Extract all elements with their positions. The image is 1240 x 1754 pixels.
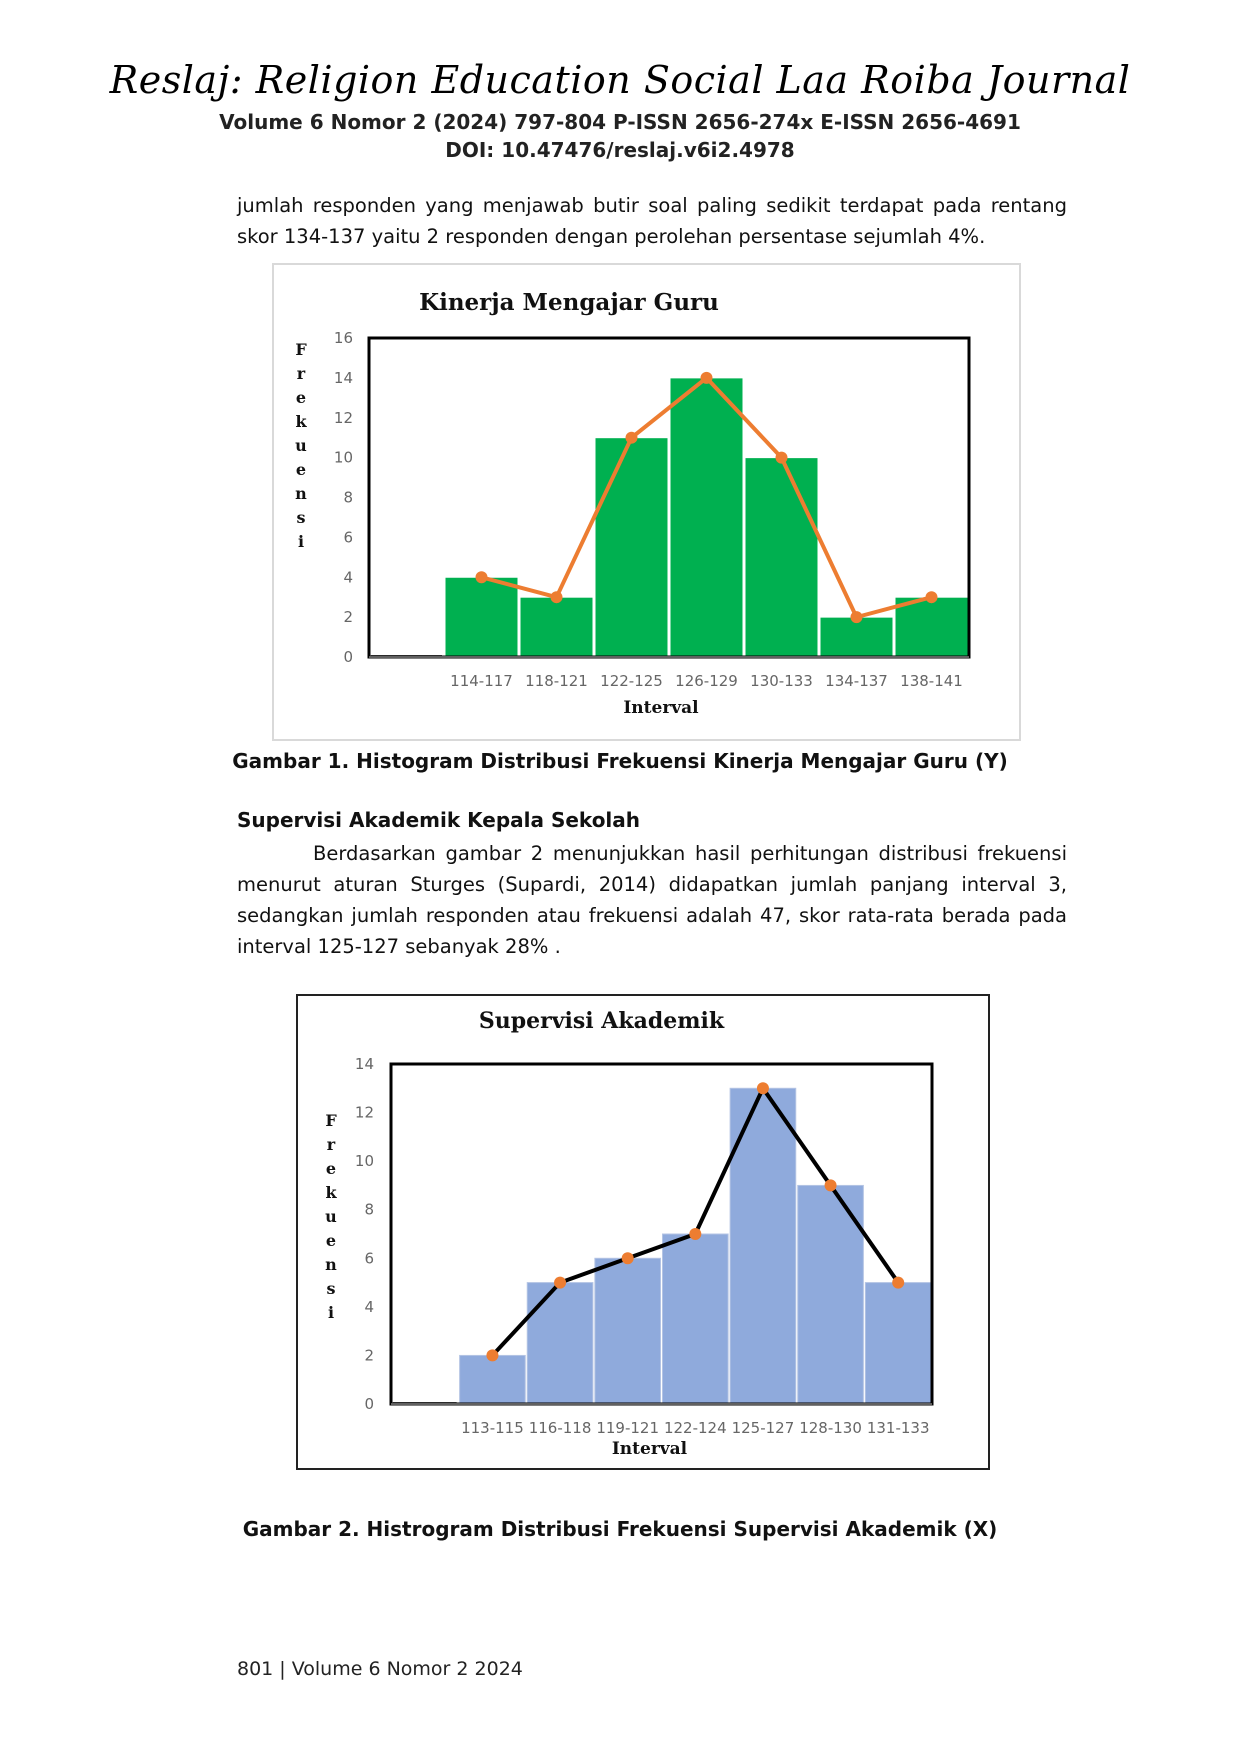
x-tick-label: 130-133 <box>750 672 813 690</box>
x-axis-label: Interval <box>612 1439 688 1459</box>
frequency-polygon-point <box>689 1228 701 1240</box>
figure-2-frame: Supervisi Akademik 0 2 4 6 8 10 12 14 113-115 116-… <box>296 994 990 1470</box>
x-tick-label: 125-127 <box>732 1419 795 1437</box>
y-tick-label: 0 <box>343 648 353 666</box>
histogram-bar <box>595 1258 661 1404</box>
chart-title: Kinerja Mengajar Guru <box>419 289 719 316</box>
x-tick-label: 118-121 <box>525 672 588 690</box>
frequency-polygon-point <box>551 591 563 603</box>
x-tick-label: 131-133 <box>867 1419 930 1437</box>
journal-title: Reslaj: Religion Education Social Laa Ro… <box>0 58 1240 102</box>
x-tick-label: 138-141 <box>900 672 963 690</box>
x-axis-label: Interval <box>623 698 699 718</box>
histogram-bar <box>527 1283 593 1404</box>
x-tick-label: 116-118 <box>529 1419 592 1437</box>
frequency-polygon-point <box>486 1349 498 1361</box>
frequency-polygon-point <box>622 1252 634 1264</box>
frequency-polygon-point <box>825 1179 837 1191</box>
figure-1-caption: Gambar 1. Histogram Distribusi Frekuensi… <box>0 749 1240 773</box>
y-tick-label: 4 <box>343 568 353 586</box>
frequency-polygon-point <box>892 1277 904 1289</box>
x-tick-label: 126-129 <box>675 672 738 690</box>
y-tick-label: 14 <box>334 369 353 387</box>
paragraph-2: Berdasarkan gambar 2 menunjukkan hasil p… <box>237 838 1067 962</box>
y-tick-label: 12 <box>334 409 353 427</box>
x-tick-label: 122-125 <box>600 672 663 690</box>
x-tick-label: 119-121 <box>596 1419 659 1437</box>
x-tick-label: 128-130 <box>799 1419 862 1437</box>
y-tick-label: 6 <box>364 1249 374 1267</box>
page-footer: 801 | Volume 6 Nomor 2 2024 <box>237 1658 523 1680</box>
figure-1-chart: Kinerja Mengajar Guru 0 2 4 6 8 10 12 14 16 114-11… <box>274 265 1019 739</box>
figure-2-caption: Gambar 2. Histrogram Distribusi Frekuens… <box>0 1517 1240 1541</box>
y-tick-label: 8 <box>364 1201 374 1219</box>
histogram-bar <box>460 1355 526 1404</box>
x-tick-label: 113-115 <box>461 1419 524 1437</box>
x-tick-label: 122-124 <box>664 1419 727 1437</box>
y-tick-label: 8 <box>343 489 353 507</box>
histogram-bar <box>663 1234 729 1404</box>
histogram-bar <box>745 458 818 657</box>
y-tick-label: 2 <box>343 608 353 626</box>
y-tick-label: 4 <box>364 1298 374 1316</box>
y-tick-label: 14 <box>355 1055 374 1073</box>
figure-1-frame: Kinerja Mengajar Guru 0 2 4 6 8 10 12 14 16 114-11… <box>272 263 1021 741</box>
frequency-polygon-point <box>476 571 488 583</box>
frequency-polygon-point <box>701 372 713 384</box>
volume-line: Volume 6 Nomor 2 (2024) 797-804 P-ISSN 2… <box>0 110 1240 134</box>
histogram-bar <box>520 597 593 657</box>
y-tick-label: 16 <box>334 329 353 347</box>
frequency-polygon-point <box>554 1277 566 1289</box>
x-tick-label: 134-137 <box>825 672 888 690</box>
figure-2-chart: Supervisi Akademik 0 2 4 6 8 10 12 14 113-115 116-… <box>298 996 988 1468</box>
y-tick-label: 2 <box>364 1346 374 1364</box>
paragraph-1: jumlah responden yang menjawab butir soa… <box>237 190 1067 252</box>
chart-title: Supervisi Akademik <box>479 1008 725 1034</box>
y-tick-label: 12 <box>355 1104 374 1122</box>
x-tick-label: 114-117 <box>450 672 513 690</box>
frequency-polygon-point <box>851 611 863 623</box>
doi-line: DOI: 10.47476/reslaj.v6i2.4978 <box>0 138 1240 162</box>
histogram-bar <box>445 577 518 657</box>
histogram-bar <box>670 378 743 657</box>
frequency-polygon-point <box>626 432 638 444</box>
y-tick-label: 10 <box>334 449 353 467</box>
section-heading: Supervisi Akademik Kepala Sekolah <box>237 808 640 832</box>
y-tick-label: 10 <box>355 1152 374 1170</box>
y-tick-label: 0 <box>364 1395 374 1413</box>
histogram-bar <box>895 597 968 657</box>
histogram-bar <box>865 1283 931 1404</box>
frequency-polygon-point <box>926 591 938 603</box>
frequency-polygon-point <box>776 452 788 464</box>
frequency-polygon-point <box>757 1082 769 1094</box>
histogram-bar <box>595 438 668 657</box>
y-tick-label: 6 <box>343 528 353 546</box>
